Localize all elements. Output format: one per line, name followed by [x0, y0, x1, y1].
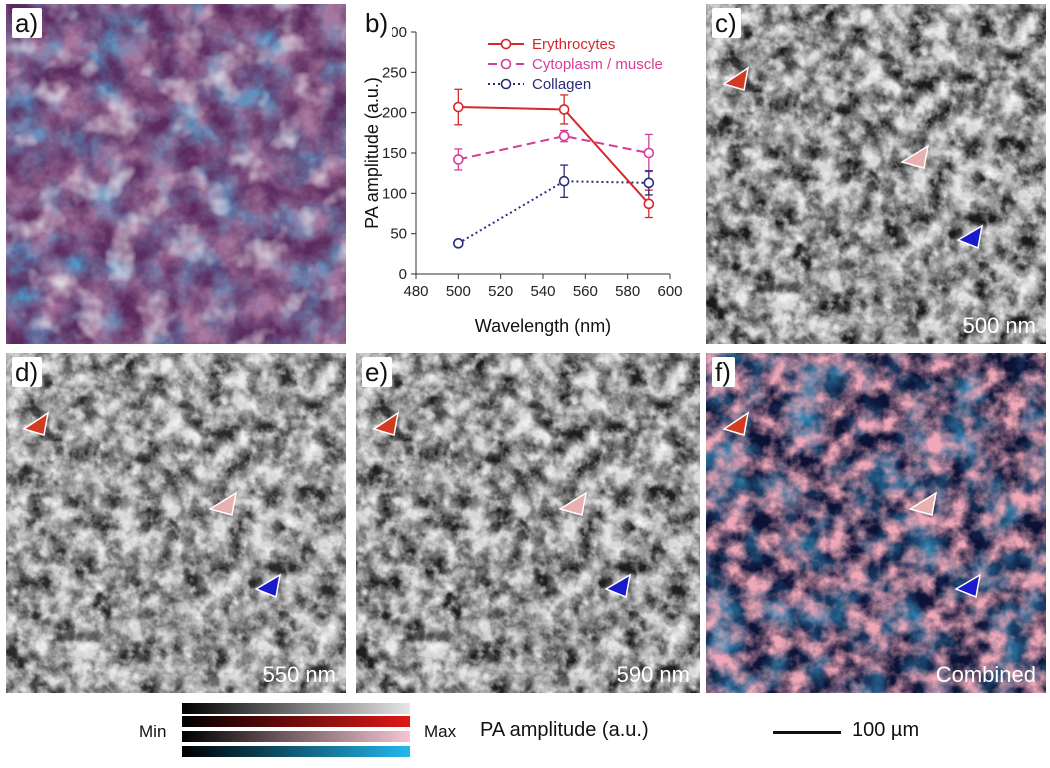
cytoplasm-arrow-icon — [558, 491, 588, 516]
panel-label-e: e) — [362, 357, 393, 387]
data-point — [643, 147, 655, 159]
series-line — [457, 180, 649, 245]
data-point — [558, 130, 570, 142]
panel-label-d: d) — [12, 357, 43, 387]
y-tick-label: 250 — [382, 64, 407, 81]
legend-marker — [500, 58, 512, 70]
collagen-arrow-icon — [254, 573, 282, 599]
data-point — [453, 154, 464, 165]
y-axis-title: PA amplitude (a.u.) — [362, 77, 382, 229]
panel-f-combined-image: f) Combined — [706, 353, 1046, 693]
erythrocyte-arrow-icon — [722, 66, 750, 91]
pa-amplitude-chart: 480 500 520 540 560 580 600 050100150200250300… — [362, 24, 683, 336]
x-tick-label: 520 — [488, 283, 513, 300]
panel-b-chart: 480 500 520 540 560 580 600 0 50 100 150 200 250 300… — [356, 4, 700, 344]
collagen-arrow-icon — [604, 573, 632, 599]
scale-bar-label: 100 µm — [852, 719, 920, 741]
series-collagen — [453, 164, 655, 249]
cytoplasm-arrow-icon — [208, 491, 238, 516]
wavelength-label-d: 550 nm — [262, 662, 336, 687]
legend-entry: Collagen — [488, 76, 591, 93]
series-erythrocytes — [453, 88, 655, 219]
erythrocyte-arrow-icon — [372, 411, 400, 436]
legend-entry: Cytoplasm / muscle — [488, 56, 663, 73]
panel-label-a: a) — [12, 8, 43, 38]
y-tick-label: 50 — [390, 226, 407, 243]
legend-marker — [500, 78, 512, 90]
collagen-arrow-icon — [956, 224, 984, 250]
colorbar-max-label: Max — [424, 722, 457, 741]
panel-label-b: b) — [362, 8, 393, 38]
legend-label: Erythrocytes — [532, 36, 615, 53]
colorbar-red-gradient — [182, 716, 410, 727]
legend-marker — [500, 38, 512, 50]
wavelength-label-e: 590 nm — [616, 662, 690, 687]
panel-e-590nm-image: e) 590 nm — [356, 353, 700, 693]
x-tick-label: 560 — [573, 283, 598, 300]
data-point — [558, 104, 570, 115]
wavelength-label-c: 500 nm — [962, 313, 1036, 338]
series-cytoplasm-muscle — [453, 129, 655, 173]
panel-a-histology-image: a) — [6, 4, 346, 344]
panel-d-550nm-image: d) 550 nm — [6, 353, 346, 693]
x-tick-label: 480 — [403, 283, 428, 300]
data-point — [643, 177, 655, 189]
panel-label-c: c) — [712, 8, 741, 38]
data-point — [558, 175, 570, 187]
colorbar-gray-gradient — [182, 703, 410, 714]
data-point — [453, 101, 464, 113]
series-line — [458, 135, 650, 161]
erythrocyte-arrow-icon — [22, 411, 50, 436]
panel-label-f: f) — [712, 357, 735, 387]
colorbar-min-label: Min — [139, 722, 167, 741]
x-axis-title: Wavelength (nm) — [475, 316, 611, 336]
legend-label: Cytoplasm / muscle — [532, 56, 663, 73]
wavelength-label-f: Combined — [935, 662, 1036, 687]
cytoplasm-arrow-icon — [908, 491, 938, 516]
data-point — [643, 198, 655, 210]
colorbar-pink-gradient — [182, 731, 410, 742]
colorbar-cyan-gradient — [182, 746, 410, 757]
y-tick-label: 150 — [382, 145, 407, 162]
data-point — [453, 238, 464, 249]
cytoplasm-arrow-icon — [900, 144, 930, 169]
scale-bar — [773, 731, 841, 734]
series-line — [458, 106, 650, 205]
y-tick-label: 100 — [382, 185, 407, 202]
legend-label: Collagen — [532, 76, 591, 93]
legend-entry: Erythrocytes — [488, 36, 615, 53]
x-tick-label: 580 — [615, 283, 640, 300]
x-tick-label: 600 — [657, 283, 682, 300]
panel-c-500nm-image: c) 500 nm — [706, 4, 1046, 344]
erythrocyte-arrow-icon — [722, 411, 750, 436]
y-tick-label: 0 — [399, 266, 407, 283]
x-tick-label: 500 — [446, 283, 471, 300]
collagen-arrow-icon — [954, 573, 982, 599]
y-tick-label: 200 — [382, 105, 407, 122]
colorbar-title: PA amplitude (a.u.) — [480, 719, 649, 741]
x-tick-label: 540 — [530, 283, 555, 300]
